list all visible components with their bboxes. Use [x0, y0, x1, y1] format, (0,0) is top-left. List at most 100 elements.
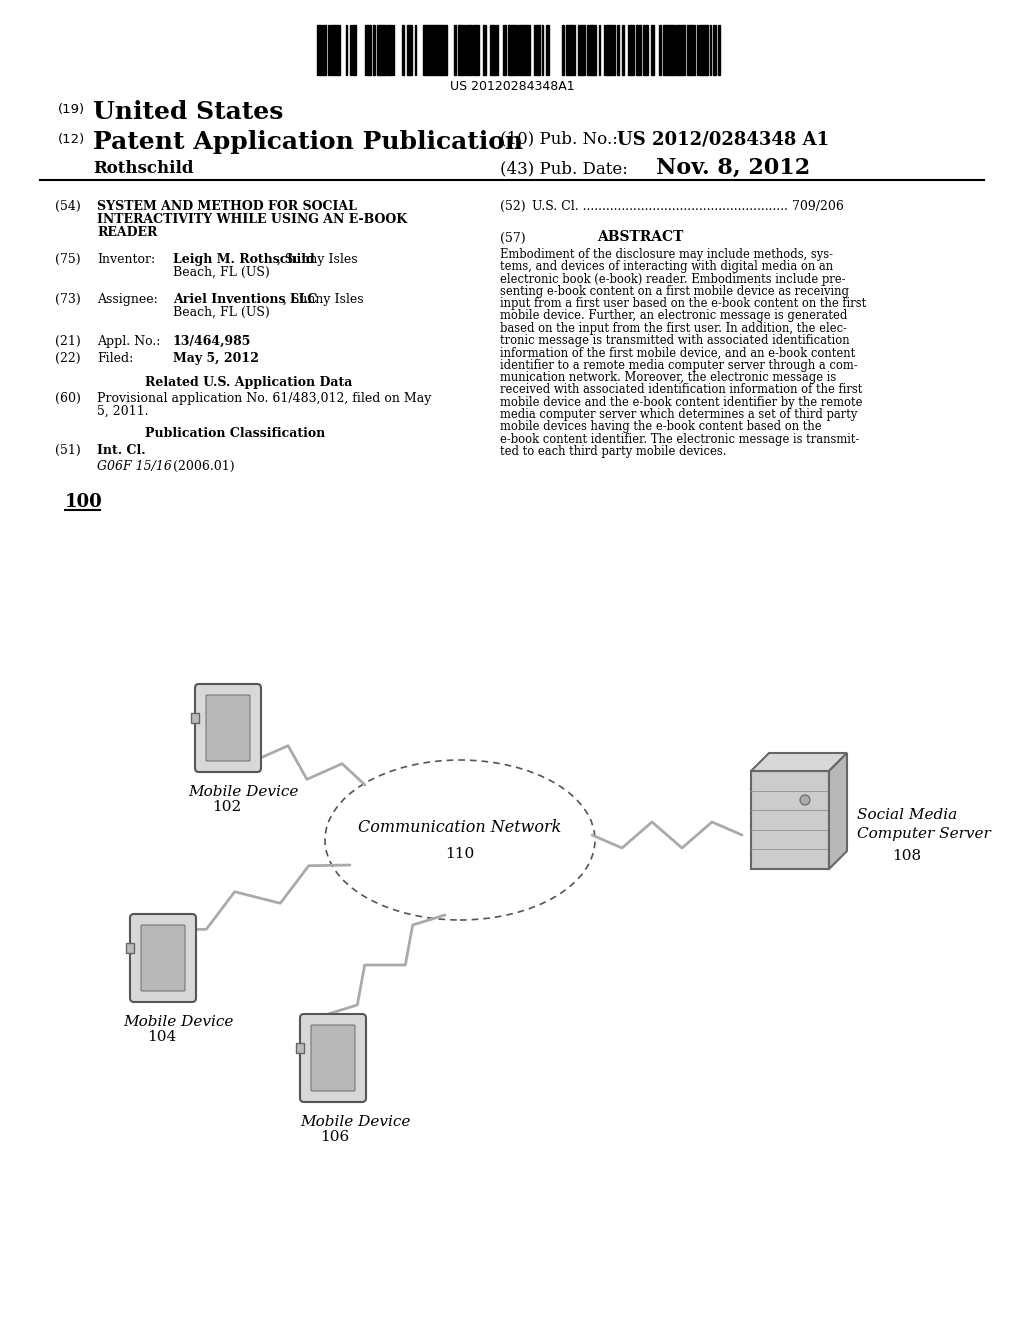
Text: G06F 15/16: G06F 15/16: [97, 459, 172, 473]
Text: Appl. No.:: Appl. No.:: [97, 335, 161, 348]
Text: senting e-book content on a first mobile device as receiving: senting e-book content on a first mobile…: [500, 285, 849, 298]
FancyBboxPatch shape: [130, 913, 196, 1002]
Bar: [659, 25, 662, 75]
Bar: [334, 25, 337, 75]
Text: U.S. Cl. ..................................................... 709/206: U.S. Cl. ...............................…: [532, 201, 844, 213]
Bar: [631, 25, 634, 75]
Text: (60): (60): [55, 392, 81, 405]
Text: (52): (52): [500, 201, 525, 213]
Text: Nov. 8, 2012: Nov. 8, 2012: [656, 157, 810, 180]
Text: SYSTEM AND METHOD FOR SOCIAL: SYSTEM AND METHOD FOR SOCIAL: [97, 201, 357, 213]
Bar: [423, 25, 426, 75]
Bar: [514, 25, 517, 75]
Bar: [328, 25, 330, 75]
Bar: [523, 25, 526, 75]
Text: 100: 100: [65, 492, 102, 511]
Bar: [191, 713, 199, 723]
Bar: [426, 25, 429, 75]
Bar: [503, 25, 506, 75]
Bar: [483, 25, 486, 75]
Text: United States: United States: [93, 100, 284, 124]
Text: Related U.S. Application Data: Related U.S. Application Data: [145, 376, 352, 389]
Bar: [718, 25, 720, 75]
Bar: [643, 25, 646, 75]
Bar: [380, 25, 383, 75]
Bar: [466, 25, 469, 75]
Text: Provisional application No. 61/483,012, filed on May: Provisional application No. 61/483,012, …: [97, 392, 431, 405]
Text: Mobile Device: Mobile Device: [188, 785, 298, 799]
Text: e-book content identifier. The electronic message is transmit-: e-book content identifier. The electroni…: [500, 433, 859, 446]
Text: Beach, FL (US): Beach, FL (US): [173, 306, 269, 319]
Text: 108: 108: [892, 849, 922, 863]
Bar: [331, 25, 333, 75]
Bar: [323, 25, 326, 75]
Text: May 5, 2012: May 5, 2012: [173, 352, 259, 366]
Text: (73): (73): [55, 293, 81, 306]
Polygon shape: [829, 752, 847, 869]
Bar: [473, 25, 475, 75]
Bar: [567, 25, 569, 75]
Bar: [588, 25, 591, 75]
Text: , Sunny Isles: , Sunny Isles: [283, 293, 364, 306]
Bar: [628, 25, 631, 75]
Text: based on the input from the first user. In addition, the elec-: based on the input from the first user. …: [500, 322, 847, 335]
Bar: [490, 25, 492, 75]
Circle shape: [800, 795, 810, 805]
Text: Inventor:: Inventor:: [97, 253, 155, 267]
Text: 102: 102: [212, 800, 242, 814]
Bar: [672, 25, 675, 75]
Bar: [582, 25, 585, 75]
Text: Social Media: Social Media: [857, 808, 957, 822]
Text: Mobile Device: Mobile Device: [300, 1115, 411, 1129]
Text: (57): (57): [500, 232, 525, 246]
Text: (10) Pub. No.:: (10) Pub. No.:: [500, 129, 617, 147]
Bar: [651, 25, 654, 75]
Text: media computer server which determines a set of third party: media computer server which determines a…: [500, 408, 857, 421]
Text: 106: 106: [319, 1130, 349, 1144]
Bar: [608, 25, 611, 75]
Bar: [703, 25, 705, 75]
Text: INTERACTIVITY WHILE USING AN E-BOOK: INTERACTIVITY WHILE USING AN E-BOOK: [97, 213, 408, 226]
Bar: [409, 25, 412, 75]
Bar: [663, 25, 665, 75]
Bar: [637, 25, 640, 75]
Text: (22): (22): [55, 352, 81, 366]
Text: ted to each third party mobile devices.: ted to each third party mobile devices.: [500, 445, 726, 458]
Bar: [317, 25, 319, 75]
Bar: [469, 25, 472, 75]
FancyBboxPatch shape: [141, 925, 185, 991]
Bar: [521, 25, 523, 75]
Bar: [296, 1043, 304, 1053]
Bar: [402, 25, 404, 75]
Text: (51): (51): [55, 444, 81, 457]
Text: (43) Pub. Date:: (43) Pub. Date:: [500, 160, 628, 177]
Bar: [699, 25, 702, 75]
Text: (12): (12): [58, 133, 85, 147]
Text: mobile device and the e-book content identifier by the remote: mobile device and the e-book content ide…: [500, 396, 862, 409]
Bar: [535, 25, 538, 75]
Text: Rothschild: Rothschild: [93, 160, 194, 177]
Bar: [573, 25, 575, 75]
Bar: [383, 25, 385, 75]
Bar: [622, 25, 624, 75]
Text: Assignee:: Assignee:: [97, 293, 158, 306]
Text: US 2012/0284348 A1: US 2012/0284348 A1: [617, 129, 829, 148]
Bar: [693, 25, 695, 75]
Polygon shape: [751, 752, 847, 771]
Text: input from a first user based on the e-book content on the first: input from a first user based on the e-b…: [500, 297, 866, 310]
Bar: [569, 25, 571, 75]
Bar: [592, 25, 595, 75]
Bar: [679, 25, 682, 75]
Text: READER: READER: [97, 226, 158, 239]
Text: Beach, FL (US): Beach, FL (US): [173, 267, 269, 279]
Text: Patent Application Publication: Patent Application Publication: [93, 129, 523, 154]
Bar: [407, 25, 409, 75]
Text: (19): (19): [58, 103, 85, 116]
FancyBboxPatch shape: [195, 684, 261, 772]
Bar: [518, 25, 521, 75]
Bar: [670, 25, 672, 75]
Bar: [367, 25, 369, 75]
Bar: [373, 25, 375, 75]
Bar: [319, 25, 322, 75]
Bar: [462, 25, 465, 75]
